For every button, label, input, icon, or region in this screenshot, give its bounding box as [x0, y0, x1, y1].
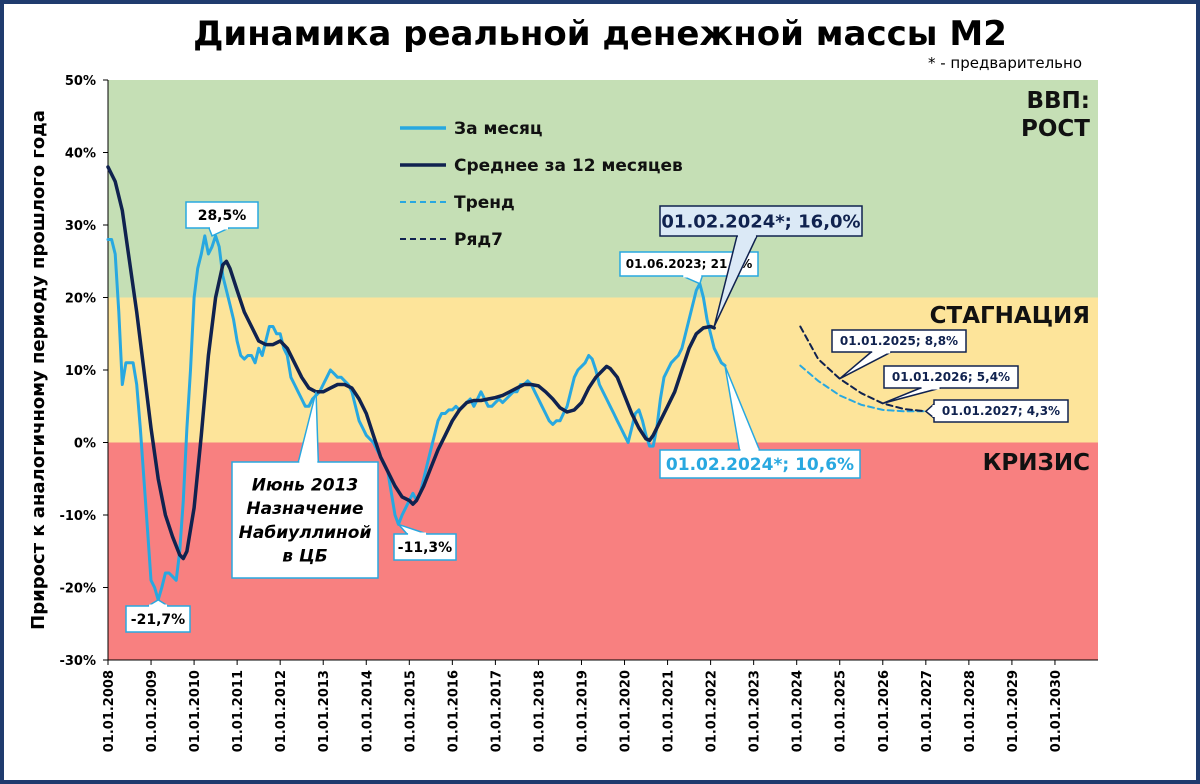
callout-label-3: 01.06.2023; 21,9% — [626, 257, 753, 271]
y-tick-label: 0% — [74, 437, 96, 452]
x-tick-label: 01.01.2013 — [317, 670, 332, 752]
x-tick-label: 01.01.2029 — [1006, 670, 1021, 752]
legend-label-1: Среднее за 12 месяцев — [454, 156, 683, 176]
legend-label-0: За месяц — [454, 119, 543, 139]
x-tick-label: 01.01.2027 — [920, 670, 935, 752]
x-tick-label: 01.01.2016 — [446, 670, 461, 752]
series-line-1 — [106, 165, 716, 561]
zone-label-0: ВВП: РОСТ — [1021, 88, 1090, 142]
zone-band-0 — [108, 80, 1098, 298]
callout-box — [883, 365, 1019, 389]
callout-box — [231, 461, 379, 579]
callout-label-line: Июнь 2013 — [252, 475, 358, 495]
y-tick-label: -30% — [59, 654, 96, 669]
x-tick-label: 01.01.2030 — [1049, 670, 1064, 752]
callout-label-1: -21,7% — [131, 612, 185, 628]
callout-box — [831, 329, 967, 353]
callout-label-7: 01.01.2026; 5,4% — [892, 370, 1010, 384]
callout-label-6: 01.01.2025; 8,8% — [840, 334, 958, 348]
callout-box — [393, 533, 457, 561]
x-tick-label: 01.01.2018 — [532, 670, 547, 752]
callout-label-8: 01.01.2027; 4,3% — [942, 404, 1060, 418]
x-tick-label: 01.01.2026 — [877, 670, 892, 752]
callout-box — [659, 449, 861, 479]
zone-label-1: СТАГНАЦИЯ — [930, 303, 1090, 329]
x-tick-label: 01.01.2008 — [102, 670, 117, 752]
legend-label-3: Ряд7 — [454, 230, 503, 250]
callout-label-line: 01.02.2024*; 16,0% — [661, 211, 860, 232]
callout-label-2: -11,3% — [398, 540, 452, 556]
zone-label-line: СТАГНАЦИЯ — [930, 303, 1090, 329]
series-line-2 — [799, 364, 927, 413]
series-line-3 — [799, 325, 927, 413]
zone-label-line: КРИЗИС — [983, 450, 1090, 476]
x-tick-label: 01.01.2023 — [748, 670, 763, 752]
zone-label-line: РОСТ — [1021, 116, 1090, 142]
zone-label-line: ВВП: — [1026, 88, 1090, 114]
y-tick-label: 10% — [65, 364, 96, 379]
x-tick-label: 01.01.2020 — [619, 670, 634, 752]
callout-label-line: в ЦБ — [282, 547, 327, 567]
callout-label-0: 28,5% — [198, 208, 247, 224]
x-tick-label: 01.01.2012 — [274, 670, 289, 752]
callout-box — [659, 205, 863, 237]
x-tick-label: 01.01.2017 — [489, 670, 504, 752]
y-tick-label: 50% — [65, 74, 96, 89]
chart-note: * - предварительно — [927, 54, 1082, 72]
zone-label-2: КРИЗИС — [983, 450, 1090, 476]
callout-label-5: 01.02.2024*; 10,6% — [666, 455, 854, 475]
y-tick-label: 40% — [65, 147, 96, 162]
callout-label-line: 01.01.2025; 8,8% — [840, 334, 958, 348]
y-axis-title: Прирост к аналогичному периоду прошлого … — [28, 110, 49, 630]
x-tick-label: 01.01.2015 — [403, 670, 418, 752]
callout-label-line: -11,3% — [398, 540, 452, 556]
x-tick-label: 01.01.2010 — [188, 670, 203, 752]
chart-title: Динамика реальной денежной массы М2 — [193, 14, 1007, 54]
y-tick-label: -10% — [59, 509, 96, 524]
callout-label-4: 01.02.2024*; 16,0% — [661, 211, 860, 232]
x-tick-label: 01.01.2019 — [575, 670, 590, 752]
x-tick-label: 01.01.2025 — [834, 670, 849, 752]
x-tick-label: 01.01.2021 — [662, 670, 677, 752]
callout-label-line: 01.01.2026; 5,4% — [892, 370, 1010, 384]
y-tick-label: -20% — [59, 582, 96, 597]
y-tick-label: 30% — [65, 219, 96, 234]
callout-label-line: 01.02.2024*; 10,6% — [666, 455, 854, 475]
callout-label-9: Июнь 2013 Назначение Набиуллиной в ЦБ — [239, 475, 372, 566]
callout-box — [185, 201, 259, 229]
callout-label-line: 01.06.2023; 21,9% — [626, 257, 753, 271]
y-tick-label: 20% — [65, 292, 96, 307]
callout-label-line: 01.01.2027; 4,3% — [942, 404, 1060, 418]
callout-label-line: Набиуллиной — [239, 523, 372, 543]
callout-label-line: Назначение — [246, 499, 363, 519]
x-tick-label: 01.01.2014 — [360, 670, 375, 752]
legend-label-2: Тренд — [454, 193, 515, 213]
callout-label-line: -21,7% — [131, 612, 185, 628]
x-tick-label: 01.01.2011 — [231, 670, 246, 752]
x-tick-label: 01.01.2022 — [705, 670, 720, 752]
x-tick-label: 01.01.2024 — [791, 670, 806, 752]
x-tick-label: 01.01.2009 — [145, 670, 160, 752]
x-tick-label: 01.01.2028 — [963, 670, 978, 752]
callout-label-line: 28,5% — [198, 208, 247, 224]
